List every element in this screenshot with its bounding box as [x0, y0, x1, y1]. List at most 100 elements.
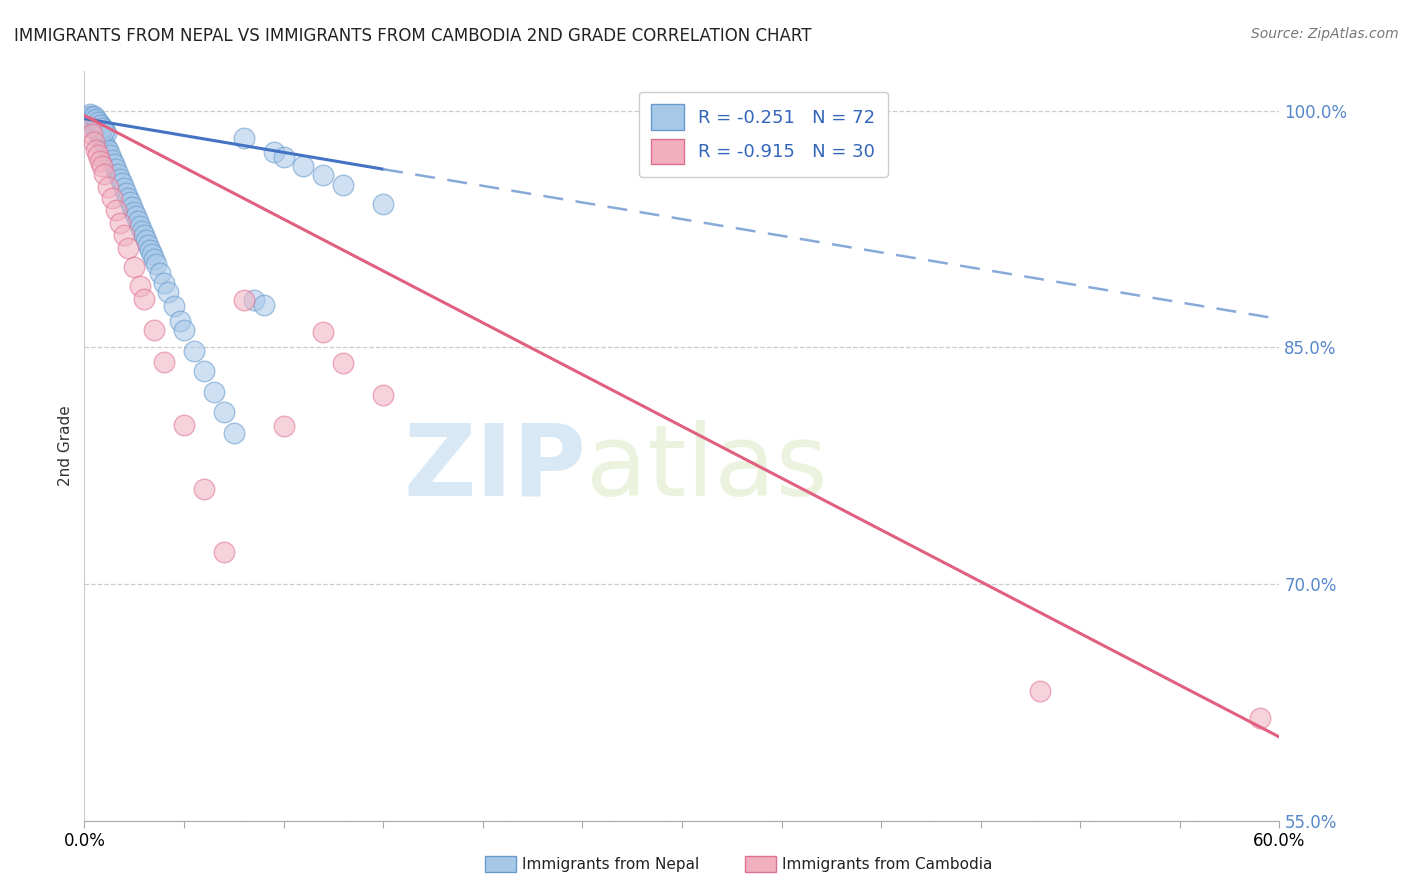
Point — [202, 384, 225, 399]
Point — [371, 197, 394, 211]
Point — [122, 204, 145, 219]
Text: Source: ZipAtlas.com: Source: ZipAtlas.com — [1251, 27, 1399, 41]
Point — [93, 167, 115, 181]
Point — [96, 126, 118, 140]
Point — [91, 120, 114, 134]
Point — [82, 113, 104, 128]
Point — [83, 120, 105, 134]
Point — [117, 241, 139, 255]
Point — [83, 113, 105, 128]
Point — [153, 354, 176, 368]
Point — [110, 171, 132, 186]
Point — [91, 132, 114, 146]
Point — [1249, 711, 1271, 725]
Point — [273, 149, 295, 163]
Point — [157, 285, 180, 300]
Point — [82, 118, 104, 132]
Point — [98, 148, 121, 162]
Point — [86, 115, 108, 129]
Point — [93, 136, 115, 151]
Point — [132, 292, 156, 306]
Point — [145, 257, 167, 271]
Point — [89, 118, 111, 132]
Point — [212, 545, 235, 559]
Point — [105, 162, 128, 177]
Point — [122, 260, 145, 274]
Point — [87, 148, 110, 162]
Point — [127, 214, 149, 228]
Point — [86, 143, 108, 157]
Text: atlas: atlas — [586, 420, 828, 517]
Point — [332, 356, 354, 370]
Point — [87, 116, 110, 130]
Point — [91, 159, 114, 173]
Point — [79, 120, 101, 134]
Point — [371, 388, 394, 402]
Point — [112, 181, 135, 195]
Legend: R = -0.251   N = 72, R = -0.915   N = 30: R = -0.251 N = 72, R = -0.915 N = 30 — [638, 92, 889, 177]
Point — [312, 325, 335, 339]
Point — [125, 210, 148, 224]
Point — [173, 417, 195, 432]
Point — [163, 299, 186, 313]
Point — [141, 247, 163, 261]
Point — [121, 200, 143, 214]
Point — [193, 364, 215, 378]
Point — [149, 266, 172, 280]
Point — [273, 419, 295, 434]
Point — [86, 112, 108, 126]
Point — [173, 323, 195, 337]
Point — [93, 122, 115, 136]
Point — [253, 298, 276, 312]
Point — [120, 195, 142, 210]
Point — [82, 110, 104, 124]
Y-axis label: 2nd Grade: 2nd Grade — [58, 406, 73, 486]
Point — [83, 109, 105, 123]
Point — [97, 143, 120, 157]
Point — [110, 216, 132, 230]
Point — [79, 107, 101, 121]
Point — [135, 233, 157, 247]
Point — [143, 323, 166, 337]
Point — [131, 224, 153, 238]
Point — [96, 140, 118, 154]
Point — [129, 279, 152, 293]
Point — [101, 153, 124, 167]
Point — [103, 157, 125, 171]
Point — [183, 343, 205, 358]
Point — [115, 186, 138, 200]
Point — [101, 190, 124, 204]
Point — [222, 425, 245, 440]
Point — [97, 179, 120, 194]
Point — [87, 126, 110, 140]
Text: IMMIGRANTS FROM NEPAL VS IMMIGRANTS FROM CAMBODIA 2ND GRADE CORRELATION CHART: IMMIGRANTS FROM NEPAL VS IMMIGRANTS FROM… — [14, 27, 811, 45]
Point — [105, 203, 128, 218]
Text: ZIP: ZIP — [404, 420, 586, 517]
Point — [139, 243, 162, 257]
Point — [107, 167, 129, 181]
Point — [117, 190, 139, 204]
Text: Immigrants from Nepal: Immigrants from Nepal — [522, 857, 699, 871]
Point — [312, 169, 335, 183]
Point — [86, 122, 108, 136]
Point — [232, 130, 254, 145]
Point — [79, 109, 101, 123]
Point — [83, 136, 105, 150]
Point — [136, 238, 159, 252]
Point — [82, 128, 104, 142]
Point — [292, 159, 315, 173]
Point — [132, 228, 156, 243]
Point — [143, 252, 166, 266]
Point — [89, 129, 111, 144]
Point — [91, 121, 114, 136]
Point — [129, 219, 152, 233]
Point — [332, 178, 354, 192]
Point — [112, 228, 135, 243]
Point — [232, 293, 254, 307]
Point — [212, 405, 235, 419]
Point — [193, 483, 215, 497]
Point — [111, 177, 134, 191]
Point — [242, 293, 264, 307]
Point — [169, 313, 191, 327]
Text: Immigrants from Cambodia: Immigrants from Cambodia — [782, 857, 993, 871]
